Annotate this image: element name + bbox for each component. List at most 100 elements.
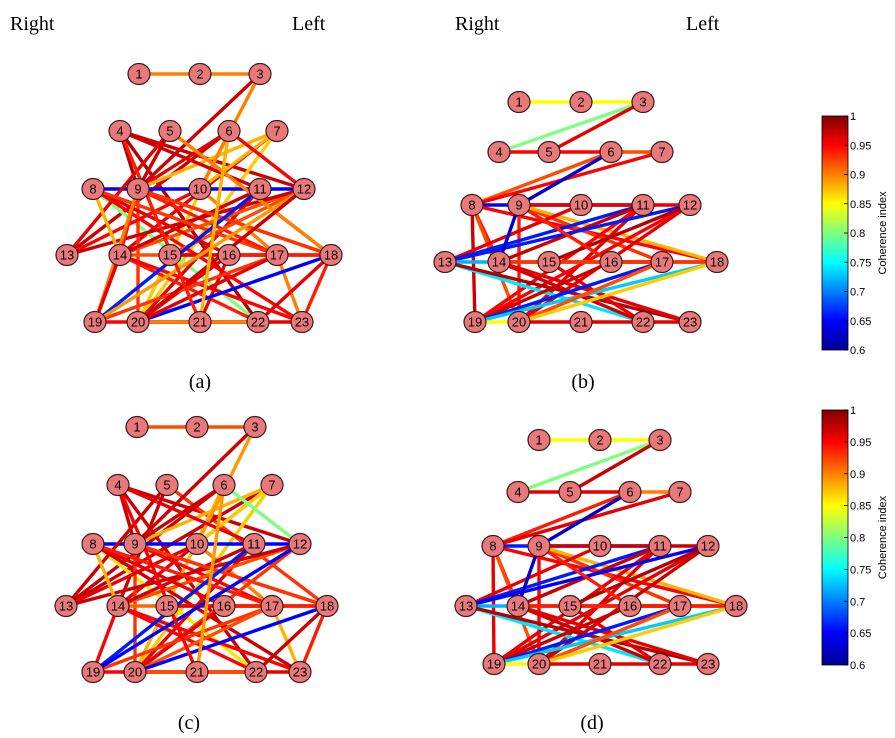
edge-a-19-14 (93, 253, 122, 324)
node-label-c-23: 23 (293, 665, 307, 680)
edge-c-16-8 (91, 542, 226, 608)
node-label-b-10: 10 (574, 198, 588, 213)
node-b-1 (507, 90, 531, 114)
node-label-a-16: 16 (222, 248, 236, 263)
node-a-1 (127, 62, 151, 86)
node-d-18 (724, 594, 748, 618)
node-label-b-11: 11 (636, 198, 650, 213)
node-b-6 (599, 140, 623, 164)
node-d-23 (696, 652, 720, 676)
node-label-a-12: 12 (297, 182, 311, 197)
node-a-2 (188, 62, 212, 86)
node-label-a-10: 10 (193, 182, 207, 197)
node-label-a-6: 6 (225, 124, 232, 139)
node-label-d-14: 14 (511, 599, 525, 614)
edge-b-16-19 (473, 260, 613, 324)
edge-b-9-17 (517, 203, 664, 264)
node-label-b-15: 15 (542, 255, 556, 270)
node-label-a-5: 5 (166, 124, 173, 139)
colorbar-tick-label-bottom-5: 0.75 (850, 564, 871, 576)
edge-b-10-13 (443, 203, 583, 264)
colorbar-tick-label-top-0: 1 (850, 111, 856, 123)
edge-a-14-8 (91, 187, 122, 257)
edge-c-17-23 (270, 604, 302, 674)
node-label-b-5: 5 (545, 145, 552, 160)
edge-a-10-7 (198, 129, 279, 191)
edge-a-17-23 (275, 253, 304, 324)
node-label-b-20: 20 (512, 315, 526, 330)
edge-b-11-13 (443, 203, 645, 264)
node-c-23 (288, 660, 312, 684)
node-a-23 (290, 310, 314, 334)
edge-d-8-18 (491, 544, 738, 608)
edge-a-9-6 (136, 129, 231, 191)
node-label-c-19: 19 (86, 665, 100, 680)
edge-c-18-9 (133, 542, 329, 608)
node-label-d-10: 10 (593, 539, 607, 554)
colorbar-top: 1 0.95 0.9 0.85 0.8 0.75 0.7 0.65 0.6 Coherence i… (821, 111, 889, 357)
node-label-d-6: 6 (626, 485, 633, 500)
edge-a-4-12 (118, 129, 306, 191)
node-a-5 (158, 119, 182, 143)
edge-a-19-12 (93, 187, 306, 324)
node-c-9 (123, 532, 147, 556)
colorbar-gradient-bottom (821, 409, 849, 666)
node-label-a-21: 21 (193, 315, 207, 330)
node-d-17 (668, 594, 692, 618)
colorbar-tick-label-bottom-7: 0.65 (850, 628, 871, 640)
edge-c-10-7 (195, 483, 274, 546)
node-b-3 (631, 90, 655, 114)
colorbar-tick-label-top-4: 0.8 (850, 228, 865, 240)
edge-c-18-22 (254, 604, 329, 674)
node-label-c-21: 21 (190, 665, 204, 680)
node-d-7 (668, 480, 692, 504)
node-d-5 (558, 480, 582, 504)
edge-b-3-5 (547, 100, 645, 154)
node-label-d-9: 9 (535, 539, 542, 554)
edge-d-17-19 (492, 604, 682, 666)
node-b-13 (433, 250, 457, 274)
edge-a-20-18 (136, 253, 333, 324)
node-label-c-16: 16 (217, 599, 231, 614)
node-label-a-22: 22 (251, 315, 265, 330)
edge-c-9-17 (133, 542, 274, 608)
node-label-a-20: 20 (131, 315, 145, 330)
colorbar-tick-label-top-2: 0.9 (850, 170, 865, 182)
node-label-d-2: 2 (596, 433, 603, 448)
node-d-20 (527, 652, 551, 676)
node-a-3 (248, 62, 272, 86)
edge-d-5-3 (568, 438, 662, 494)
node-label-a-2: 2 (196, 67, 203, 82)
node-c-5 (155, 473, 179, 497)
node-label-b-12: 12 (683, 198, 697, 213)
edge-d-3-4 (516, 438, 662, 494)
edge-c-13-5 (64, 483, 169, 608)
node-b-12 (678, 193, 702, 217)
edge-c-9-6 (133, 483, 226, 546)
colorbar-tick-label-top-7: 0.65 (850, 316, 871, 328)
node-c-2 (185, 415, 209, 439)
edge-c-11-4 (116, 483, 256, 546)
node-b-17 (650, 250, 674, 274)
edge-b-3-4 (497, 100, 645, 154)
node-d-6 (618, 480, 642, 504)
node-label-d-15: 15 (563, 599, 577, 614)
node-label-d-22: 22 (653, 657, 667, 672)
node-a-12 (292, 177, 316, 201)
node-label-b-3: 3 (639, 95, 646, 110)
node-d-12 (696, 534, 720, 558)
node-c-11 (242, 532, 266, 556)
edge-d-18-19 (492, 604, 738, 666)
node-label-c-5: 5 (163, 478, 170, 493)
edge-c-12-14 (116, 542, 302, 608)
node-d-9 (527, 534, 551, 558)
node-d-22 (648, 652, 672, 676)
node-b-21 (569, 310, 593, 334)
node-c-4 (106, 473, 130, 497)
node-label-d-20: 20 (532, 657, 546, 672)
node-b-10 (569, 193, 593, 217)
